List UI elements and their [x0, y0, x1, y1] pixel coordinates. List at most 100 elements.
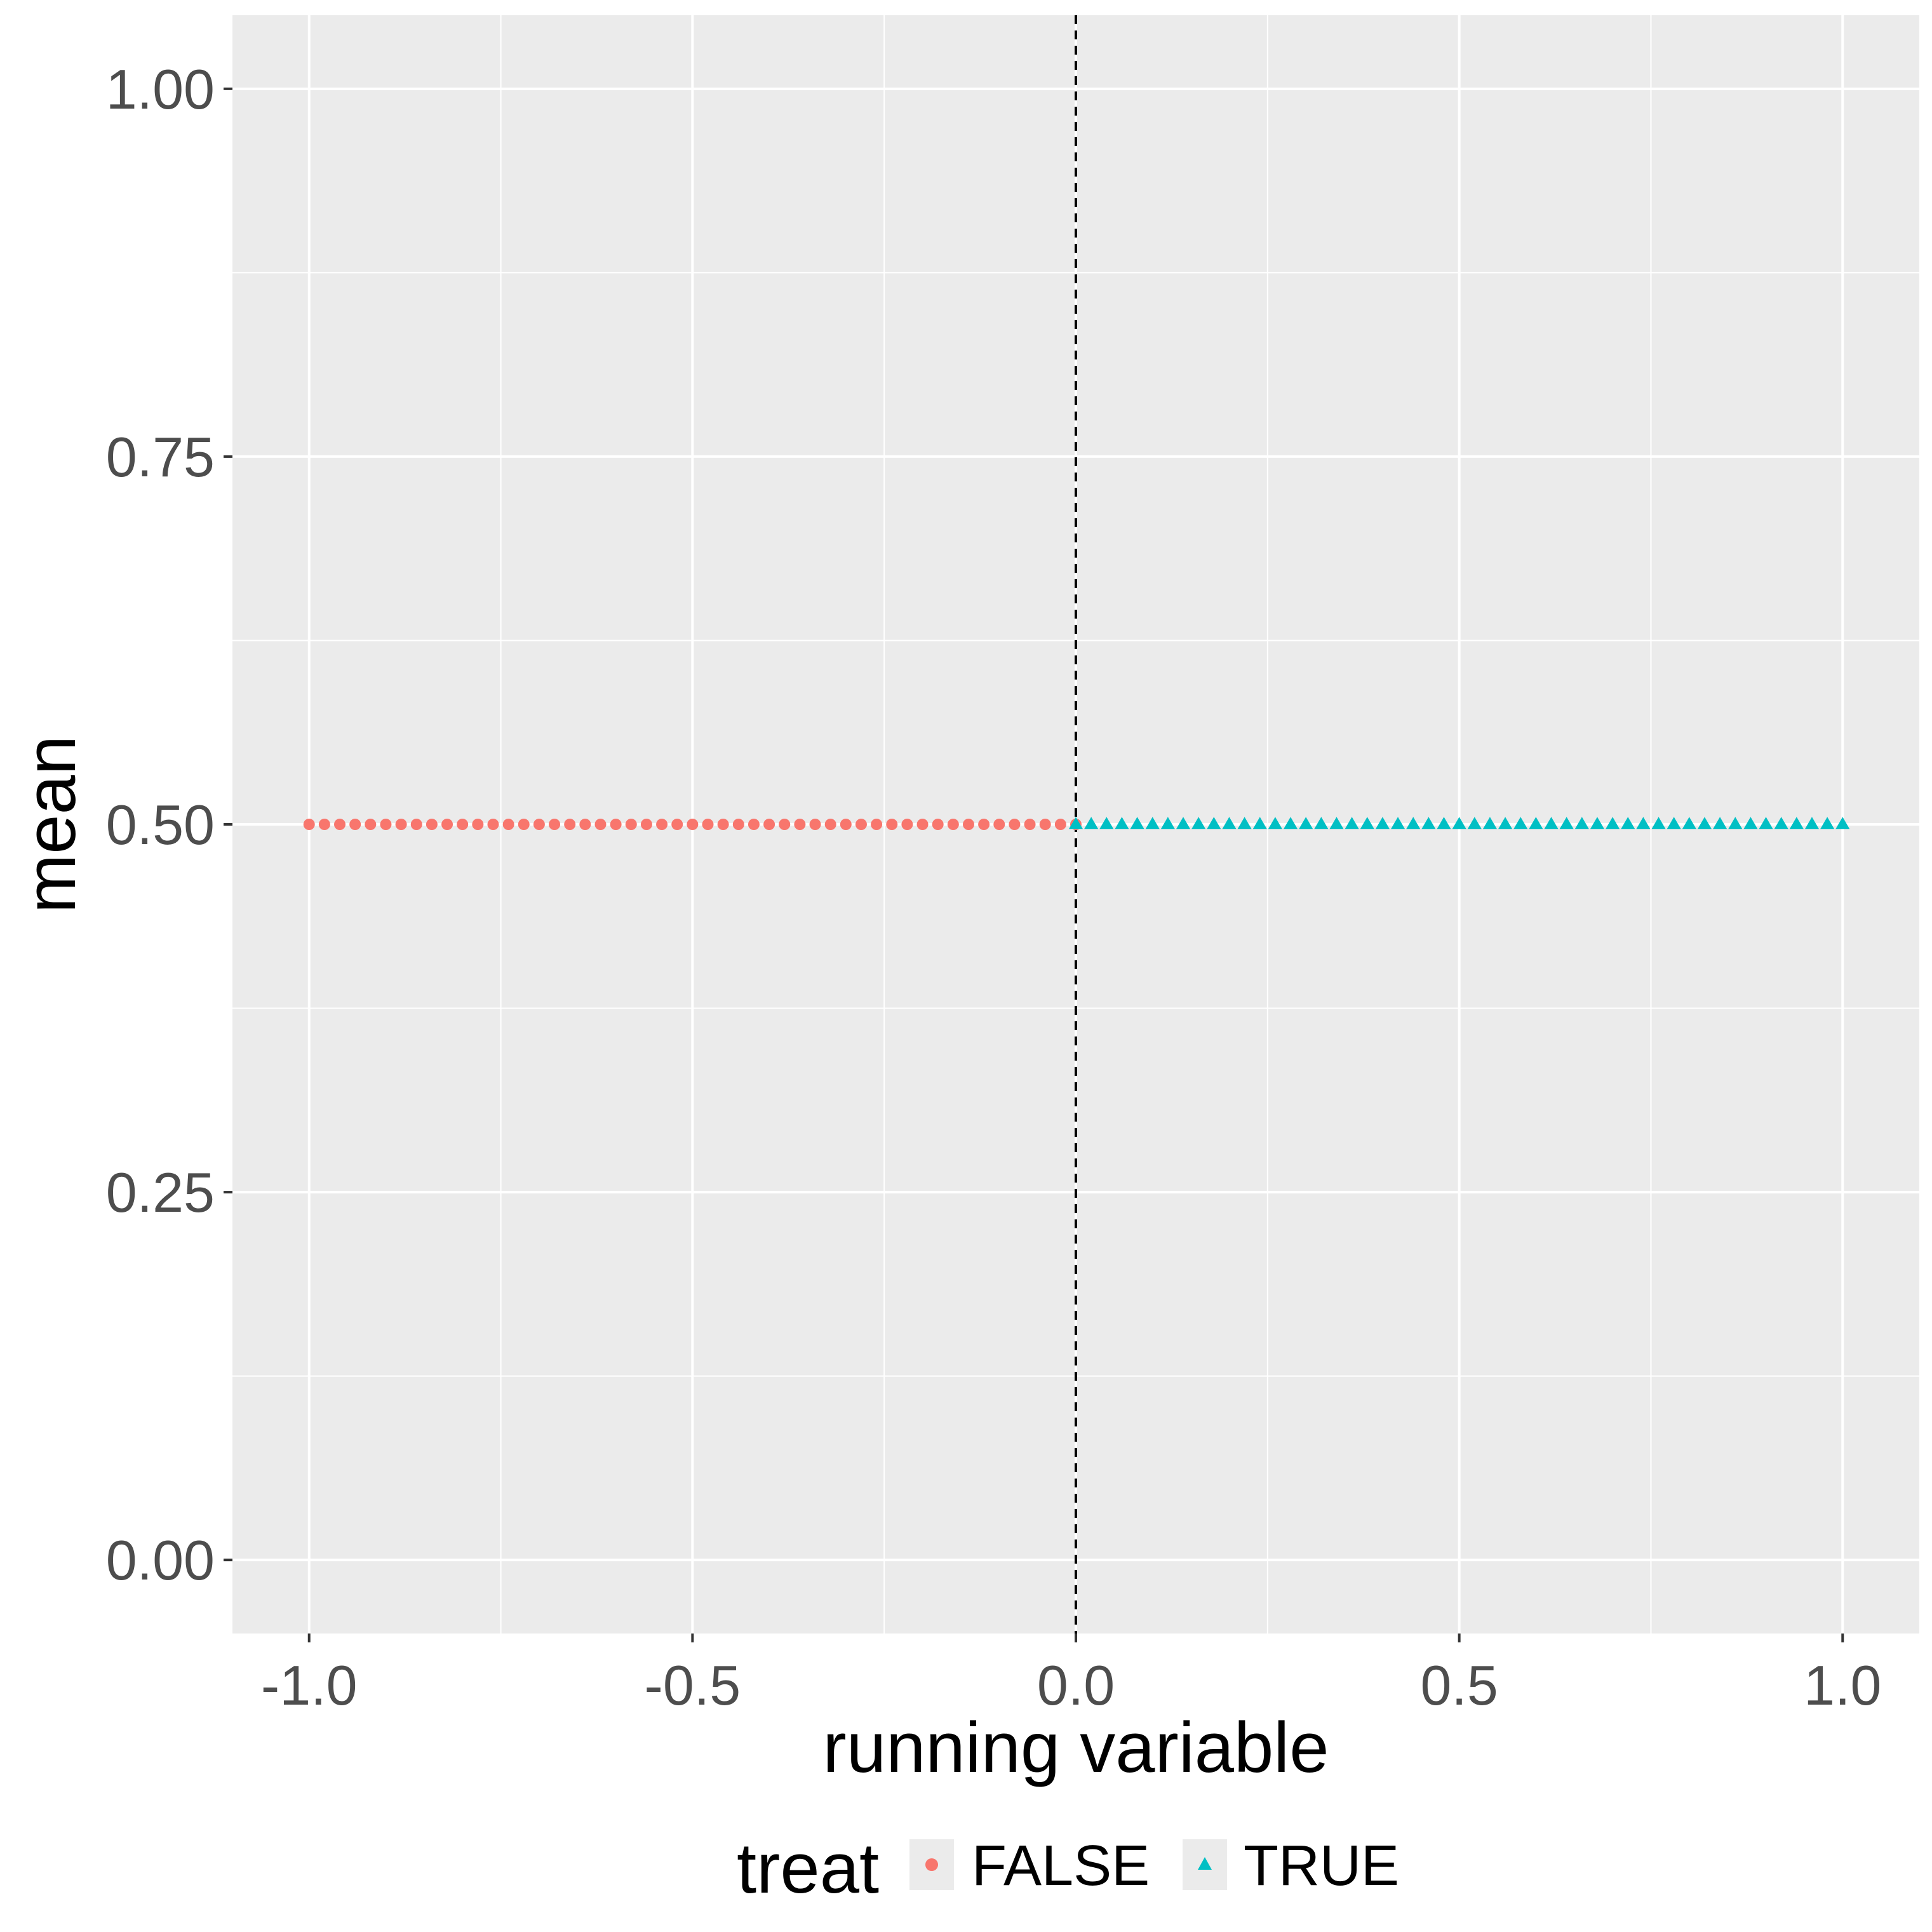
point-false	[732, 819, 744, 830]
x-tick-label: 0.5	[1420, 1654, 1498, 1717]
point-false	[457, 819, 469, 830]
point-true	[1697, 817, 1712, 829]
point-true	[1835, 817, 1850, 829]
point-true	[1529, 817, 1543, 829]
point-false	[916, 819, 929, 830]
point-true	[1237, 817, 1252, 829]
point-true	[1145, 817, 1160, 829]
point-false	[671, 819, 683, 830]
point-true	[1606, 817, 1620, 829]
point-true	[1191, 817, 1206, 829]
legend-label-false: FALSE	[972, 1834, 1150, 1898]
legend-title: treat	[737, 1828, 879, 1908]
legend-true-marker	[1198, 1857, 1212, 1870]
point-true	[1452, 817, 1466, 829]
point-false	[487, 819, 499, 830]
data-points	[303, 817, 1850, 830]
x-tick-label: 1.0	[1804, 1654, 1881, 1717]
point-true	[1252, 817, 1267, 829]
point-false	[380, 819, 392, 830]
point-false	[564, 819, 576, 830]
y-tick-label: 0.75	[106, 426, 215, 488]
point-false	[365, 819, 377, 830]
point-true	[1482, 817, 1497, 829]
legend-label-true: TRUE	[1244, 1834, 1399, 1898]
point-false	[625, 819, 637, 830]
x-tick-label: -1.0	[261, 1654, 358, 1717]
point-true	[1636, 817, 1651, 829]
point-false	[717, 819, 729, 830]
point-true	[1099, 817, 1114, 829]
point-false	[303, 819, 315, 830]
point-true	[1069, 817, 1083, 829]
point-false	[1039, 819, 1051, 830]
point-true	[1743, 817, 1758, 829]
point-true	[1115, 817, 1129, 829]
point-true	[1498, 817, 1513, 829]
y-tick-label: 1.00	[106, 58, 215, 121]
point-false	[932, 819, 944, 830]
point-false	[779, 819, 791, 830]
y-axis-title: mean	[11, 735, 90, 913]
point-false	[410, 819, 422, 830]
point-true	[1130, 817, 1144, 829]
point-true	[1284, 817, 1298, 829]
point-false	[855, 819, 867, 830]
point-true	[1345, 817, 1359, 829]
x-tick-label: -0.5	[645, 1654, 741, 1717]
point-false	[610, 819, 622, 830]
point-true	[1360, 817, 1374, 829]
point-true	[1391, 817, 1405, 829]
point-true	[1621, 817, 1635, 829]
point-true	[1160, 817, 1175, 829]
point-false	[962, 819, 974, 830]
point-false	[349, 819, 361, 830]
point-true	[1590, 817, 1604, 829]
point-false	[809, 819, 821, 830]
point-true	[1544, 817, 1559, 829]
point-false	[1009, 819, 1021, 830]
point-false	[702, 819, 714, 830]
x-axis-title: running variable	[823, 1708, 1329, 1787]
point-false	[594, 819, 607, 830]
point-true	[1314, 817, 1329, 829]
point-false	[640, 819, 652, 830]
point-true	[1759, 817, 1773, 829]
point-true	[1268, 817, 1282, 829]
point-false	[318, 819, 330, 830]
point-true	[1667, 817, 1681, 829]
point-false	[426, 819, 438, 830]
point-true	[1437, 817, 1451, 829]
point-true	[1222, 817, 1237, 829]
point-true	[1421, 817, 1436, 829]
point-true	[1789, 817, 1804, 829]
point-false	[687, 819, 699, 830]
point-true	[1774, 817, 1788, 829]
point-false	[579, 819, 591, 830]
point-false	[1024, 819, 1036, 830]
point-true	[1467, 817, 1482, 829]
point-false	[901, 819, 913, 830]
y-tick-label: 0.25	[106, 1161, 215, 1224]
point-false	[763, 819, 775, 830]
point-false	[840, 819, 852, 830]
point-true	[1713, 817, 1727, 829]
point-true	[1559, 817, 1574, 829]
point-false	[748, 819, 760, 830]
point-false	[395, 819, 407, 830]
point-true	[1406, 817, 1421, 829]
point-true	[1513, 817, 1528, 829]
point-false	[549, 819, 561, 830]
point-false	[947, 819, 959, 830]
x-axis: -1.0 -0.5 0.0 0.5 1.0	[261, 1633, 1881, 1717]
point-false	[502, 819, 514, 830]
point-false	[886, 819, 898, 830]
legend-false-marker	[925, 1858, 938, 1871]
y-tick-label: 0.50	[106, 793, 215, 856]
point-false	[824, 819, 836, 830]
point-false	[978, 819, 990, 830]
point-false	[472, 819, 484, 830]
point-true	[1299, 817, 1313, 829]
point-false	[441, 819, 453, 830]
